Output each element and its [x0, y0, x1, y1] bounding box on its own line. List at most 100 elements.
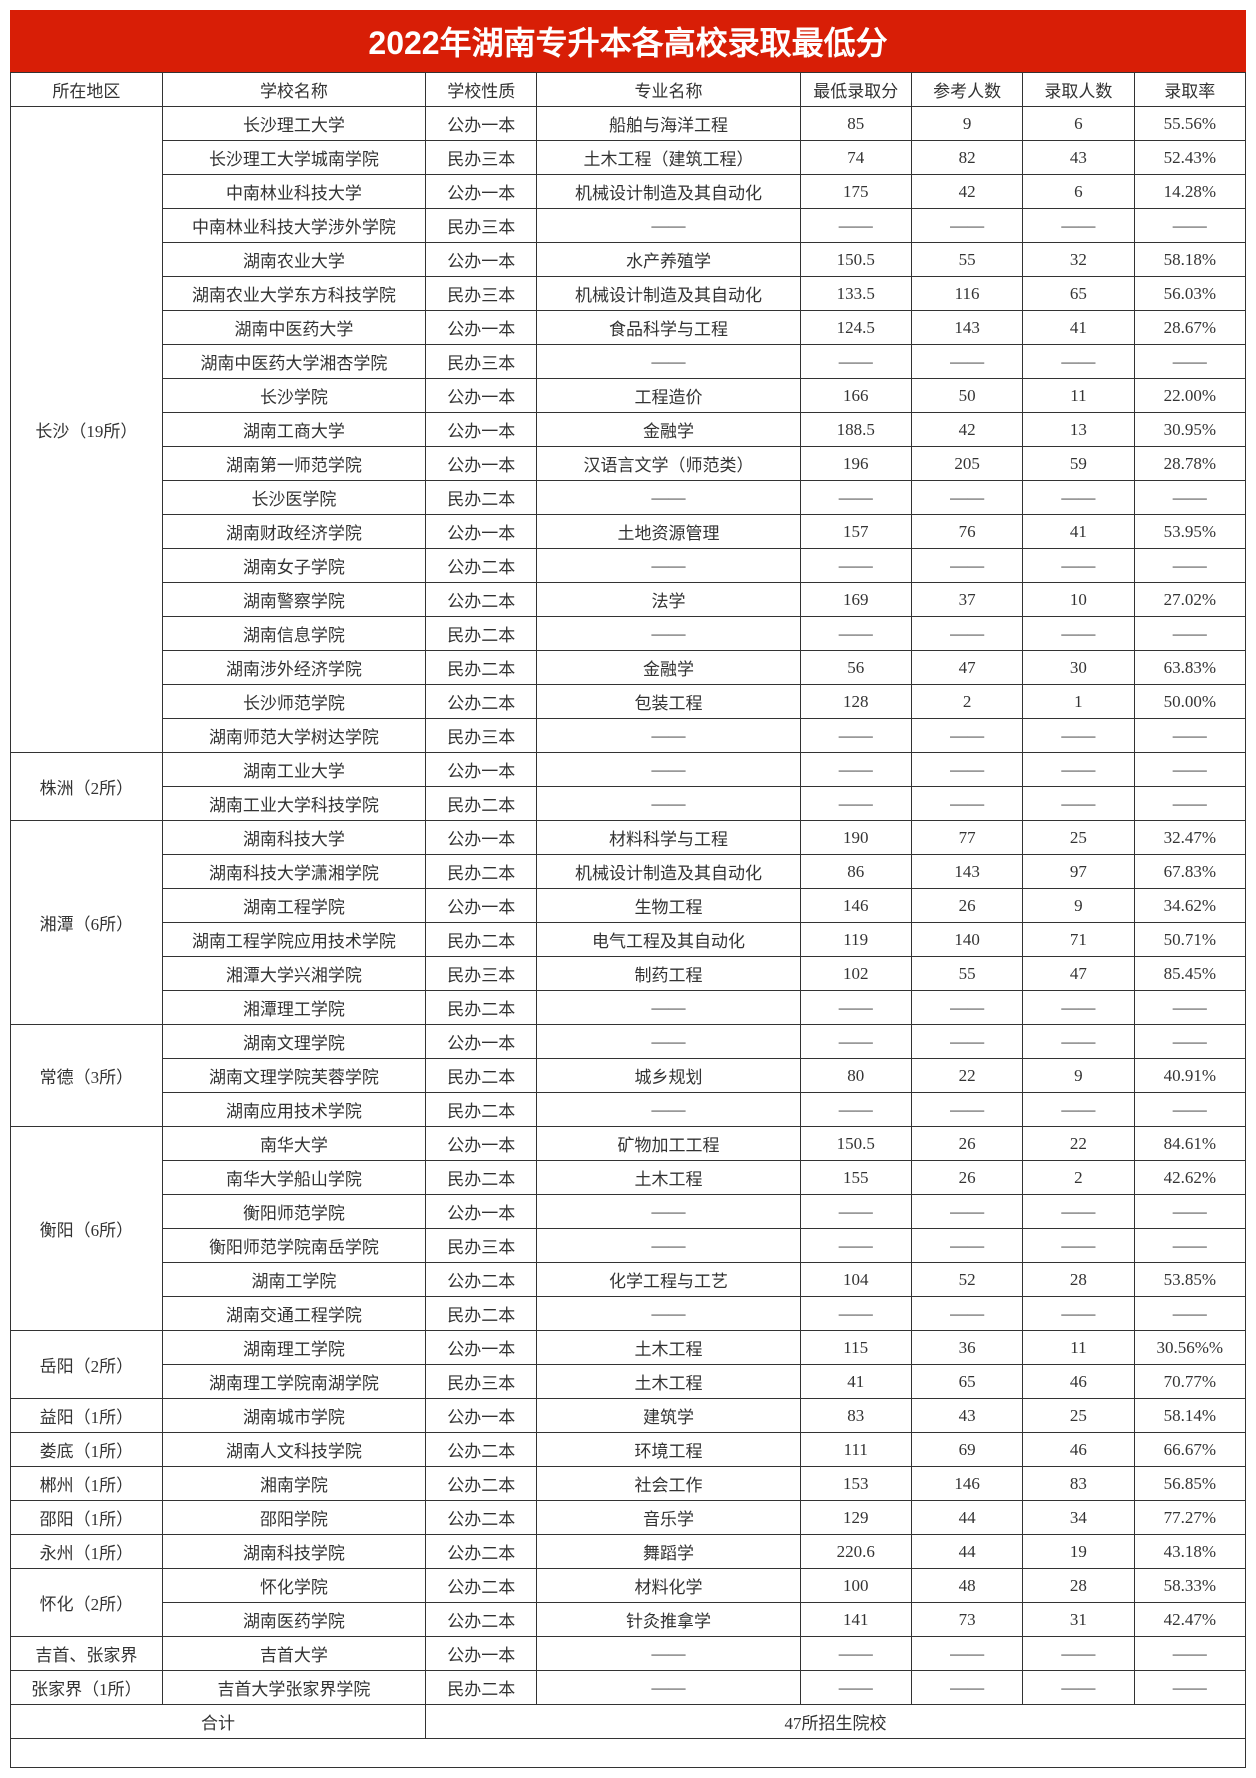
table-row: 湖南工程学院公办一本生物工程14626934.62%	[11, 889, 1246, 923]
cell-type: 公办一本	[426, 1025, 537, 1059]
cell-admit: ——	[1023, 787, 1134, 821]
cell-rate: ——	[1134, 617, 1245, 651]
cell-region: 株洲（2所）	[11, 753, 163, 821]
cell-major: ——	[537, 1671, 800, 1705]
table-row: 湖南中医药大学公办一本食品科学与工程124.51434128.67%	[11, 311, 1246, 345]
cell-admit: ——	[1023, 1093, 1134, 1127]
cell-ref: 44	[911, 1535, 1022, 1569]
table-row: 娄底（1所）湖南人文科技学院公办二本环境工程111694666.67%	[11, 1433, 1246, 1467]
cell-rate: 28.67%	[1134, 311, 1245, 345]
cell-type: 公办二本	[426, 1433, 537, 1467]
cell-rate: ——	[1134, 1093, 1245, 1127]
cell-ref: ——	[911, 481, 1022, 515]
cell-score: ——	[800, 1025, 911, 1059]
cell-school: 湖南工商大学	[162, 413, 425, 447]
cell-school: 南华大学	[162, 1127, 425, 1161]
header-major: 专业名称	[537, 73, 800, 107]
cell-score: ——	[800, 1093, 911, 1127]
cell-score: 100	[800, 1569, 911, 1603]
cell-major: ——	[537, 1297, 800, 1331]
cell-type: 公办一本	[426, 889, 537, 923]
cell-rate: 67.83%	[1134, 855, 1245, 889]
cell-score: 188.5	[800, 413, 911, 447]
cell-ref: 48	[911, 1569, 1022, 1603]
table-row: 湘潭大学兴湘学院民办三本制药工程102554785.45%	[11, 957, 1246, 991]
cell-ref: 77	[911, 821, 1022, 855]
table-row: 湖南第一师范学院公办一本汉语言文学（师范类）1962055928.78%	[11, 447, 1246, 481]
cell-admit: 11	[1023, 1331, 1134, 1365]
cell-type: 民办二本	[426, 1161, 537, 1195]
cell-major: 土地资源管理	[537, 515, 800, 549]
cell-ref: 55	[911, 243, 1022, 277]
cell-ref: 26	[911, 1161, 1022, 1195]
cell-admit: 19	[1023, 1535, 1134, 1569]
cell-school: 湖南交通工程学院	[162, 1297, 425, 1331]
cell-score: 86	[800, 855, 911, 889]
cell-admit: ——	[1023, 345, 1134, 379]
cell-admit: ——	[1023, 719, 1134, 753]
cell-admit: 6	[1023, 175, 1134, 209]
cell-admit: 28	[1023, 1263, 1134, 1297]
cell-rate: 43.18%	[1134, 1535, 1245, 1569]
cell-school: 湖南师范大学树达学院	[162, 719, 425, 753]
cell-major: ——	[537, 787, 800, 821]
cell-score: 153	[800, 1467, 911, 1501]
cell-type: 民办二本	[426, 1093, 537, 1127]
cell-major: ——	[537, 753, 800, 787]
cell-rate: 58.33%	[1134, 1569, 1245, 1603]
cell-major: 建筑学	[537, 1399, 800, 1433]
cell-rate: 40.91%	[1134, 1059, 1245, 1093]
cell-ref: 2	[911, 685, 1022, 719]
cell-score: 196	[800, 447, 911, 481]
cell-rate: ——	[1134, 787, 1245, 821]
cell-score: ——	[800, 1637, 911, 1671]
cell-rate: 42.62%	[1134, 1161, 1245, 1195]
cell-major: 食品科学与工程	[537, 311, 800, 345]
table-row: 湖南信息学院民办二本——————————	[11, 617, 1246, 651]
table-row: 湖南工业大学科技学院民办二本——————————	[11, 787, 1246, 821]
footer-total-value: 47所招生院校	[426, 1705, 1246, 1739]
cell-rate: 30.95%	[1134, 413, 1245, 447]
cell-ref: 73	[911, 1603, 1022, 1637]
cell-type: 公办二本	[426, 1263, 537, 1297]
cell-score: 133.5	[800, 277, 911, 311]
cell-region: 吉首、张家界	[11, 1637, 163, 1671]
cell-type: 公办一本	[426, 753, 537, 787]
cell-region: 常德（3所）	[11, 1025, 163, 1127]
cell-school: 湖南工业大学科技学院	[162, 787, 425, 821]
cell-type: 民办二本	[426, 1059, 537, 1093]
cell-admit: 34	[1023, 1501, 1134, 1535]
table-row: 吉首、张家界吉首大学公办一本——————————	[11, 1637, 1246, 1671]
cell-major: 包装工程	[537, 685, 800, 719]
cell-admit: 25	[1023, 821, 1134, 855]
table-row: 张家界（1所）吉首大学张家界学院民办二本——————————	[11, 1671, 1246, 1705]
cell-major: 材料化学	[537, 1569, 800, 1603]
cell-score: 85	[800, 107, 911, 141]
table-row: 长沙理工大学城南学院民办三本土木工程（建筑工程）74824352.43%	[11, 141, 1246, 175]
cell-ref: ——	[911, 1637, 1022, 1671]
cell-region: 邵阳（1所）	[11, 1501, 163, 1535]
cell-major: 机械设计制造及其自动化	[537, 175, 800, 209]
table-row: 湖南农业大学公办一本水产养殖学150.5553258.18%	[11, 243, 1246, 277]
header-row: 所在地区 学校名称 学校性质 专业名称 最低录取分 参考人数 录取人数 录取率	[11, 73, 1246, 107]
table-row: 衡阳师范学院公办一本——————————	[11, 1195, 1246, 1229]
cell-school: 吉首大学张家界学院	[162, 1671, 425, 1705]
cell-school: 衡阳师范学院	[162, 1195, 425, 1229]
cell-ref: 50	[911, 379, 1022, 413]
cell-major: 化学工程与工艺	[537, 1263, 800, 1297]
cell-school: 湘潭理工学院	[162, 991, 425, 1025]
table-row: 长沙师范学院公办二本包装工程1282150.00%	[11, 685, 1246, 719]
cell-rate: 50.00%	[1134, 685, 1245, 719]
cell-rate: ——	[1134, 549, 1245, 583]
cell-admit: 83	[1023, 1467, 1134, 1501]
cell-score: 150.5	[800, 243, 911, 277]
page-title: 2022年湖南专升本各高校录取最低分	[10, 10, 1246, 72]
table-row: 湘潭（6所）湖南科技大学公办一本材料科学与工程190772532.47%	[11, 821, 1246, 855]
cell-rate: 63.83%	[1134, 651, 1245, 685]
cell-rate: 77.27%	[1134, 1501, 1245, 1535]
cell-type: 民办二本	[426, 1297, 537, 1331]
cell-score: ——	[800, 1671, 911, 1705]
cell-type: 公办一本	[426, 1331, 537, 1365]
cell-type: 公办二本	[426, 549, 537, 583]
cell-admit: 32	[1023, 243, 1134, 277]
